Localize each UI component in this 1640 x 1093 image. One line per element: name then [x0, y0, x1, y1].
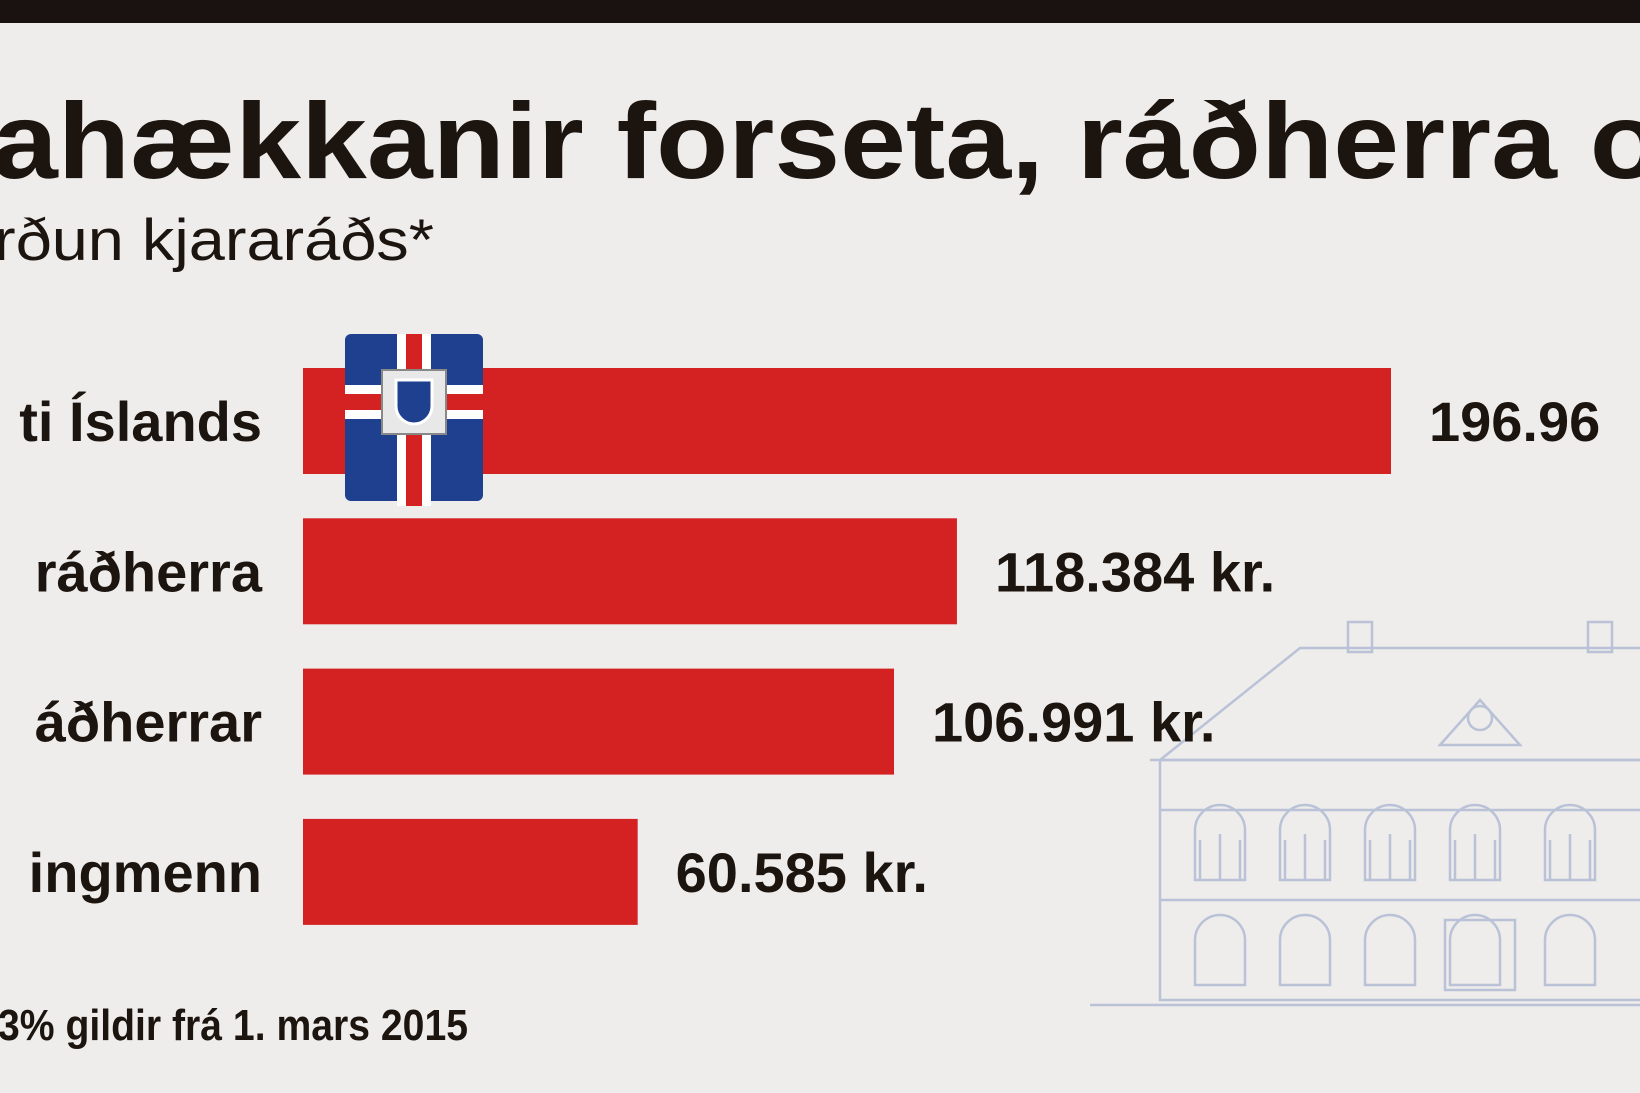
bar — [303, 668, 895, 775]
value-label: 196.96 — [1429, 390, 1600, 453]
value-label: 106.991 kr. — [932, 691, 1215, 754]
value-label: 60.585 kr. — [676, 841, 928, 904]
footnote: 3% gildir frá 1. mars 2015 — [0, 1001, 468, 1050]
chart-title: ahækkanir forseta, ráðherra o — [0, 80, 1640, 201]
value-label: 118.384 kr. — [995, 540, 1275, 603]
category-label: ti Íslands — [19, 390, 262, 453]
bar — [303, 368, 1391, 474]
bars: ti Íslands 196.96 ráðherra 118.384 kr. áðher… — [19, 368, 1600, 925]
president-flag — [345, 334, 483, 506]
category-label: ráðherra — [35, 540, 263, 603]
building — [1090, 620, 1640, 1007]
top-band — [0, 0, 1640, 23]
chart-subtitle: rðun kjararáðs* — [0, 208, 434, 273]
bar — [303, 518, 957, 625]
category-label: áðherrar — [35, 691, 262, 754]
category-label: ingmenn — [29, 841, 262, 904]
bar — [303, 818, 638, 925]
